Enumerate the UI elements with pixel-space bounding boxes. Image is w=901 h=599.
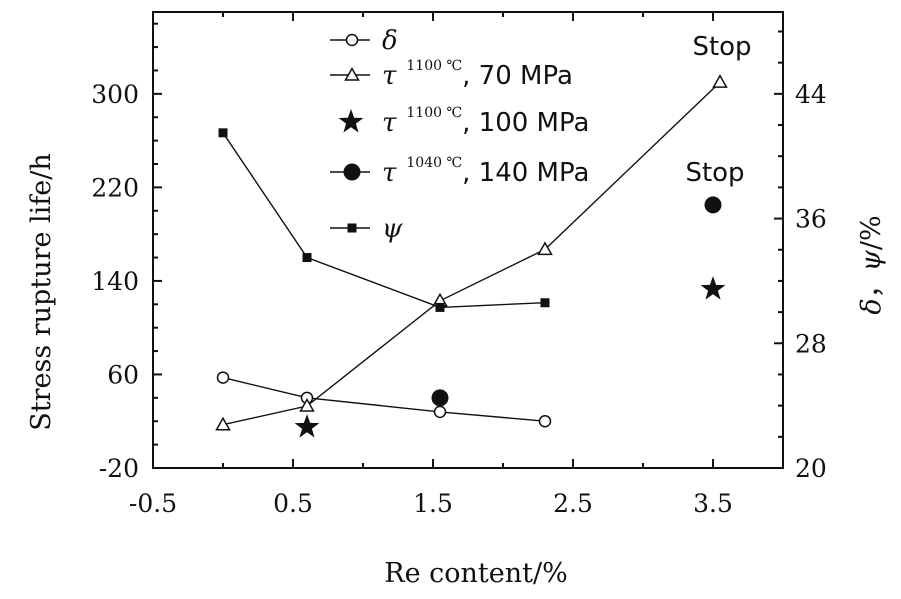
y-left-tick-label: 300 (91, 80, 139, 109)
data-point-2-0 (295, 414, 320, 438)
y-right-title-comma: ， (856, 271, 887, 298)
legend-label-3: τ 1040 ℃, 140 MPa (382, 155, 589, 188)
legend-marker-4 (348, 224, 357, 233)
annotations: Stop Stop (685, 32, 751, 188)
legend-marker-3 (344, 164, 361, 181)
chart: -0.5 0.5 1.5 2.5 3.5 -20 60 140 220 300 20 28 36 44 δ… (0, 0, 901, 599)
legend-label-2: τ 1100 ℃, 100 MPa (382, 105, 589, 138)
data-point-4-3 (541, 298, 550, 307)
svg-text:δ，ψ/%: δ，ψ/% (856, 215, 887, 314)
y-right-tick-label: 44 (795, 80, 827, 109)
y-right-tick-label: 20 (795, 454, 827, 483)
series-2 (295, 276, 726, 438)
data-point-3-0 (432, 389, 449, 406)
legend-marker-2 (339, 109, 364, 133)
annotation-stop-1: Stop (685, 158, 744, 188)
y-right-axis-title: δ，ψ/% (856, 215, 887, 314)
x-tick-label: 2.5 (553, 489, 593, 518)
series-3 (432, 196, 722, 406)
data-point-2-1 (701, 276, 726, 300)
y-left-axis-title: Stress rupture life/h (26, 153, 57, 431)
y-left-tick-label: 220 (91, 173, 139, 202)
legend-item-4: ψ (330, 214, 403, 244)
y-right-title-unit: /% (856, 215, 887, 250)
x-tick-label: -0.5 (129, 489, 177, 518)
y-left-tick-label: 60 (107, 360, 139, 389)
y-right-title-psi: ψ (856, 249, 887, 271)
data-point-4-2 (436, 303, 445, 312)
data-point-0-3 (540, 416, 551, 427)
x-tick-label: 0.5 (273, 489, 313, 518)
legend-item-1: τ 1100 ℃, 70 MPa (330, 58, 573, 91)
data-point-4-1 (303, 253, 312, 262)
legend-item-2: τ 1100 ℃, 100 MPa (339, 105, 590, 138)
data-point-1-4 (714, 76, 727, 88)
data-point-0-2 (435, 406, 446, 417)
y-right-title-delta: δ (856, 298, 887, 314)
tick-labels: -0.5 0.5 1.5 2.5 3.5 -20 60 140 220 300 20 28 36 44 (91, 80, 827, 518)
legend-label-4: ψ (382, 214, 403, 244)
legend-item-0: δ (330, 26, 398, 56)
legend-marker-1 (346, 69, 359, 81)
annotation-stop-0: Stop (692, 32, 751, 62)
legend-label-0: δ (382, 26, 398, 56)
data-point-3-1 (705, 196, 722, 213)
x-axis-title: Re content/% (384, 558, 567, 589)
y-right-tick-label: 36 (795, 205, 827, 234)
data-point-0-0 (218, 372, 229, 383)
data-point-4-0 (219, 128, 228, 137)
y-left-tick-label: 140 (91, 267, 139, 296)
x-tick-label: 3.5 (693, 489, 733, 518)
legend: δτ 1100 ℃, 70 MPa τ 1100 ℃, 100 MPa τ 1040 ℃,… (330, 26, 589, 244)
legend-marker-0 (347, 35, 358, 46)
series-0 (218, 372, 551, 427)
x-tick-label: 1.5 (413, 489, 453, 518)
legend-item-3: τ 1040 ℃, 140 MPa (330, 155, 589, 188)
legend-label-1: τ 1100 ℃, 70 MPa (382, 58, 573, 91)
y-left-tick-label: -20 (99, 454, 139, 483)
y-right-tick-label: 28 (795, 329, 827, 358)
